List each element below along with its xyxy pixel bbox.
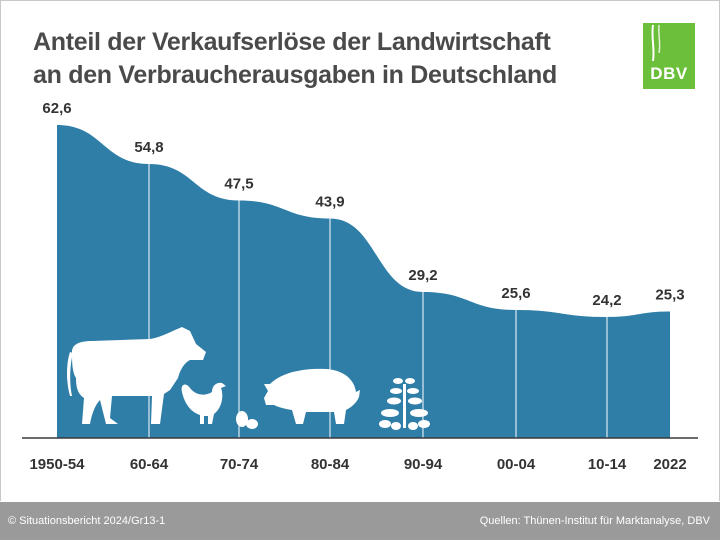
source-note: Quellen: Thünen-Institut für Marktanalys… [479,515,710,527]
chart-title: Anteil der Verkaufserlöse der Landwirtsc… [33,26,557,92]
data-label: 25,3 [655,287,684,304]
data-label: 43,9 [315,194,344,211]
data-label: 24,2 [592,292,621,309]
x-tick-label: 70-74 [220,456,259,473]
area-chart: 62,6 1950-54 54,8 60-64 47,5 70-74 43,9 80-84 29… [22,100,698,473]
logo-leaf-icon [651,24,661,62]
cow-icon [67,327,206,424]
logo-text: DBV [650,64,688,83]
x-tick-label: 60-64 [130,456,169,473]
x-tick-label: 2022 [653,456,686,473]
data-label: 54,8 [134,139,163,156]
pig-icon [264,368,360,424]
x-tick-label: 90-94 [404,456,443,473]
data-label: 62,6 [42,100,71,117]
x-tick-label: 80-84 [311,456,350,473]
title-line-2: an den Verbraucherausgaben in Deutschlan… [33,61,557,89]
data-label: 47,5 [224,176,253,193]
copyright-note: © Situationsbericht 2024/Gr13-1 [8,515,166,527]
dbv-logo: DBV [643,23,695,89]
x-tick-label: 1950-54 [29,456,85,473]
data-label: 29,2 [408,267,437,284]
area-series [57,125,670,438]
title-line-1: Anteil der Verkaufserlöse der Landwirtsc… [33,28,551,56]
footer-bar: © Situationsbericht 2024/Gr13-1 Quellen:… [0,502,720,540]
data-label: 25,6 [501,285,530,302]
x-tick-label: 00-04 [497,456,536,473]
x-tick-label: 10-14 [588,456,627,473]
chicken-icon [181,382,226,424]
